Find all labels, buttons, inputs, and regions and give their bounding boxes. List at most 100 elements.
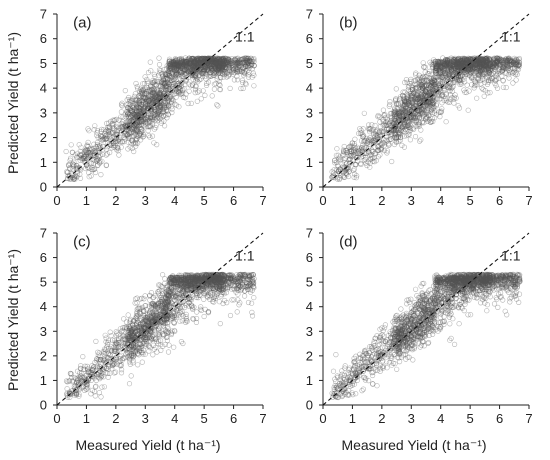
data-point [464, 82, 470, 88]
data-point [221, 56, 227, 62]
data-point [361, 110, 367, 116]
data-point [166, 64, 172, 70]
data-point [95, 162, 101, 168]
data-point [81, 154, 88, 160]
y-tick-label: 2 [40, 130, 47, 145]
x-tick-label: 5 [467, 193, 474, 208]
data-point [167, 67, 173, 73]
data-point [152, 107, 158, 113]
data-point [234, 77, 241, 83]
y-tick-label: 1 [306, 155, 313, 170]
data-point [63, 148, 69, 155]
data-point [250, 70, 256, 76]
data-point [205, 56, 211, 62]
x-axis-title-left: Measured Yield (t ha⁻¹) [75, 437, 220, 453]
data-point [123, 119, 129, 125]
data-point [172, 63, 178, 69]
x-tick-label: 0 [319, 193, 326, 208]
y-tick-label: 4 [40, 81, 47, 96]
data-point [186, 60, 192, 67]
data-point [204, 57, 210, 63]
data-point [156, 61, 163, 68]
data-point [127, 144, 133, 150]
data-point [251, 55, 257, 62]
data-point [154, 100, 161, 106]
data-point [127, 107, 133, 113]
data-point [122, 87, 128, 94]
y-tick-label: 6 [40, 31, 47, 46]
data-point [149, 99, 155, 105]
data-point [124, 127, 130, 133]
data-point [166, 86, 172, 92]
data-point [251, 83, 257, 89]
x-tick-label: 0 [53, 193, 60, 208]
data-point [220, 66, 226, 72]
data-point [171, 61, 177, 67]
data-point [147, 134, 153, 140]
data-point [99, 134, 105, 140]
data-point [220, 70, 226, 77]
data-point [177, 67, 183, 74]
data-point [208, 73, 214, 79]
data-point [213, 60, 220, 66]
scatter-points [329, 55, 523, 182]
data-point [220, 56, 226, 62]
data-point [235, 55, 241, 61]
data-point [513, 77, 519, 83]
data-point [156, 83, 162, 89]
data-point [183, 60, 190, 67]
data-point [206, 59, 212, 65]
data-point [204, 58, 210, 65]
data-point [188, 100, 194, 106]
data-point [503, 84, 509, 91]
data-point [147, 59, 153, 65]
data-point [389, 158, 395, 165]
scatter-points [63, 55, 257, 182]
data-point [119, 100, 125, 106]
data-point [136, 98, 142, 104]
data-point [160, 84, 166, 90]
data-point [352, 136, 358, 142]
data-point [130, 104, 136, 110]
data-point [183, 77, 189, 83]
data-point [190, 62, 196, 69]
data-point [175, 72, 181, 78]
data-point [191, 61, 197, 67]
data-point [140, 131, 147, 138]
data-point [173, 72, 179, 78]
data-point [73, 163, 80, 169]
data-point [192, 89, 198, 96]
data-point [234, 66, 240, 72]
data-point [443, 119, 449, 125]
data-point [136, 104, 142, 111]
data-point [217, 69, 223, 75]
data-point [87, 146, 93, 152]
data-point [91, 141, 97, 147]
data-point [194, 98, 200, 104]
data-point [219, 68, 225, 74]
data-point [189, 56, 195, 62]
data-point [201, 67, 208, 74]
data-point [213, 60, 219, 66]
data-point [157, 98, 164, 104]
y-tick-label: 0 [306, 180, 313, 195]
data-point [102, 130, 108, 137]
data-point [217, 63, 223, 69]
data-point [180, 61, 187, 68]
data-point [213, 60, 220, 66]
data-point [235, 61, 242, 67]
data-point [162, 95, 168, 101]
x-axis-title-right: Measured Yield (t ha⁻¹) [341, 437, 486, 453]
x-tick-label: 5 [201, 193, 208, 208]
data-point [184, 61, 190, 67]
data-point [131, 119, 137, 125]
data-point [147, 104, 153, 111]
data-point [117, 139, 123, 145]
data-point [166, 66, 172, 72]
data-point [179, 59, 185, 65]
data-point [71, 159, 77, 165]
data-point [160, 73, 166, 79]
data-point [221, 66, 227, 72]
